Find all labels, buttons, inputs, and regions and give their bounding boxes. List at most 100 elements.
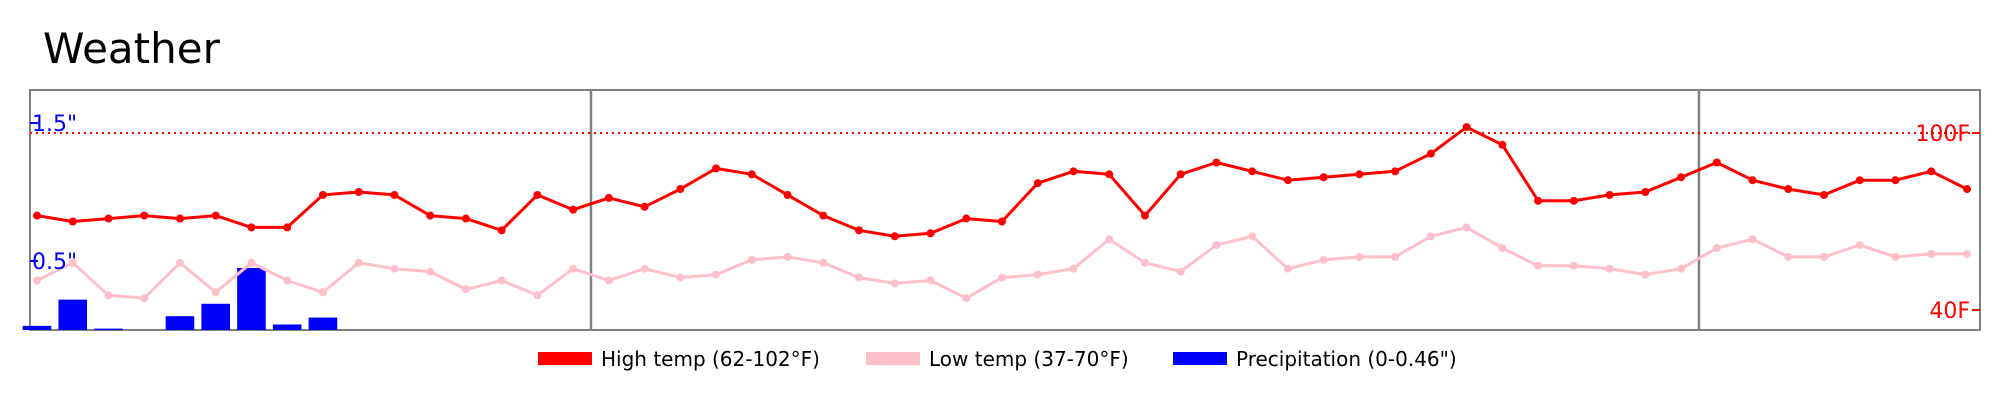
low-temp-point-26 — [962, 294, 971, 303]
low-temp-point-2 — [104, 291, 113, 300]
high-temp-point-48 — [1748, 176, 1757, 185]
high-temp-point-16 — [604, 193, 613, 202]
high-temp-point-41 — [1498, 140, 1507, 149]
low-temp-point-17 — [640, 264, 649, 273]
high-temp-point-28 — [1033, 179, 1042, 188]
high-temp-point-9 — [354, 188, 363, 196]
high-temp-point-4 — [175, 214, 184, 223]
high-temp-point-26 — [962, 214, 971, 223]
legend: High temp (62-102°F) Low temp (37-70°F) Pr… — [538, 347, 1457, 371]
low-temp-point-38 — [1391, 252, 1400, 261]
low-temp-point-11 — [426, 267, 435, 276]
low-temp-point-5 — [211, 288, 220, 297]
low-temp-point-16 — [604, 276, 613, 285]
high-temp-point-25 — [926, 229, 935, 238]
high-temp-point-31 — [1140, 211, 1149, 220]
high-temp-point-45 — [1641, 188, 1650, 196]
high-temp-point-3 — [140, 211, 149, 220]
precip-bar-6 — [237, 267, 266, 330]
low-temp-point-37 — [1355, 252, 1364, 261]
low-temp-point-19 — [712, 270, 721, 279]
high-temp-point-34 — [1248, 167, 1257, 176]
right-tick-label-1: 100F — [1915, 122, 1970, 147]
plot-frame — [29, 89, 1981, 331]
precip-bar-7 — [272, 324, 302, 330]
high-temp-point-14 — [533, 190, 542, 199]
legend-swatch-low — [866, 352, 920, 365]
high-temp-point-6 — [247, 223, 256, 232]
high-temp-point-35 — [1283, 176, 1292, 185]
chart-title: Weather — [43, 24, 221, 73]
low-temp-point-54 — [1963, 249, 1971, 258]
low-temp-point-9 — [354, 258, 363, 267]
low-temp-point-12 — [461, 285, 470, 294]
legend-swatch-high — [538, 352, 592, 365]
low-temp-point-10 — [390, 264, 399, 273]
low-temp-point-33 — [1212, 241, 1221, 250]
high-temp-point-15 — [569, 205, 578, 214]
high-temp-point-12 — [461, 214, 470, 223]
high-temp-point-8 — [318, 190, 327, 199]
high-temp-point-7 — [283, 223, 292, 232]
low-temp-point-53 — [1927, 249, 1936, 258]
high-temp-point-52 — [1891, 176, 1900, 185]
low-temp-point-24 — [890, 279, 899, 288]
low-temp-point-28 — [1033, 270, 1042, 279]
high-temp-point-13 — [497, 226, 506, 235]
low-temp-point-29 — [1069, 264, 1078, 273]
high-temp-point-38 — [1391, 167, 1400, 176]
low-temp-point-49 — [1784, 252, 1793, 261]
low-temp-point-44 — [1605, 264, 1614, 273]
low-temp-point-36 — [1319, 255, 1328, 264]
low-temp-point-45 — [1641, 270, 1650, 279]
high-temp-point-17 — [640, 202, 649, 211]
low-temp-point-14 — [533, 291, 542, 300]
high-temp-point-42 — [1534, 196, 1543, 205]
precip-bar-1 — [58, 299, 88, 330]
high-temp-point-1 — [68, 217, 77, 226]
high-temp-point-2 — [104, 214, 113, 223]
precip-bar-8 — [308, 317, 338, 330]
high-temp-point-54 — [1963, 185, 1971, 194]
high-temp-point-23 — [855, 226, 864, 235]
high-temp-point-49 — [1784, 185, 1793, 194]
high-temp-point-40 — [1462, 123, 1471, 132]
low-temp-point-1 — [68, 258, 77, 267]
high-temp-point-43 — [1569, 196, 1578, 205]
high-temp-point-22 — [819, 211, 828, 220]
high-temp-point-33 — [1212, 158, 1221, 167]
low-temp-point-18 — [676, 273, 685, 282]
low-temp-point-32 — [1176, 267, 1185, 276]
precip-bar-0 — [22, 325, 52, 330]
low-temp-point-15 — [569, 264, 578, 273]
low-temp-point-21 — [783, 252, 792, 261]
high-temp-point-37 — [1355, 170, 1364, 179]
high-temp-point-44 — [1605, 190, 1614, 199]
low-temp-point-42 — [1534, 261, 1543, 270]
low-temp-point-20 — [747, 255, 756, 264]
legend-label-precip: Precipitation (0-0.46") — [1236, 347, 1457, 371]
low-temp-point-39 — [1426, 232, 1435, 241]
high-temp-point-50 — [1820, 190, 1829, 199]
low-temp-point-34 — [1248, 232, 1257, 241]
left-tick-label-0: 0.5" — [32, 250, 77, 275]
high-temp-point-30 — [1105, 170, 1114, 179]
low-temp-point-48 — [1748, 235, 1757, 244]
high-temp-point-39 — [1426, 149, 1435, 158]
low-temp-point-13 — [497, 276, 506, 285]
low-temp-point-7 — [283, 276, 292, 285]
high-temp-point-47 — [1712, 158, 1721, 167]
low-temp-point-40 — [1462, 223, 1471, 232]
precip-bar-4 — [165, 316, 195, 330]
low-temp-point-31 — [1140, 258, 1149, 267]
low-temp-point-35 — [1283, 264, 1292, 273]
low-temp-point-3 — [140, 294, 149, 303]
high-temp-point-21 — [783, 190, 792, 199]
low-temp-point-25 — [926, 276, 935, 285]
legend-label-low: Low temp (37-70°F) — [929, 347, 1129, 371]
low-temp-point-27 — [998, 273, 1006, 282]
high-temp-point-29 — [1069, 167, 1078, 176]
low-temp-point-46 — [1677, 264, 1686, 273]
left-tick-label-1: 1.5" — [32, 112, 77, 137]
high-temp-point-36 — [1319, 173, 1328, 182]
